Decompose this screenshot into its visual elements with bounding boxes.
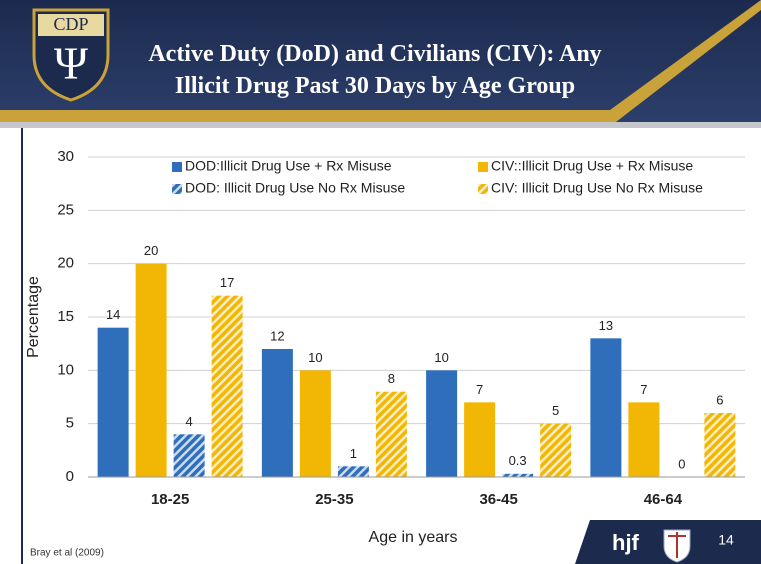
- legend-label: DOD: Illicit Drug Use No Rx Misuse: [185, 180, 405, 196]
- bar: [211, 295, 243, 477]
- y-tick-label: 20: [57, 255, 74, 272]
- value-label: 10: [434, 350, 448, 365]
- bar: [426, 370, 458, 477]
- bar: [704, 413, 736, 477]
- slide-title: Active Duty (DoD) and Civilians (CIV): A…: [148, 41, 602, 99]
- x-tick-label: 25-35: [315, 491, 353, 508]
- value-label: 7: [640, 382, 647, 397]
- header-shadow: [0, 122, 761, 128]
- bar: [135, 263, 167, 477]
- value-label: 8: [388, 371, 395, 386]
- bar: [502, 473, 534, 477]
- footer-brand: hjf: [612, 530, 640, 555]
- y-axis-label: Percentage: [25, 276, 42, 358]
- source-note: Bray et al (2009): [30, 548, 104, 559]
- y-tick-label: 30: [57, 148, 74, 165]
- footer-shield-cross: [668, 532, 686, 558]
- bar: [173, 434, 205, 477]
- bar: [97, 327, 129, 477]
- value-label: 13: [599, 318, 613, 333]
- value-label: 1: [350, 446, 357, 461]
- value-label: 14: [106, 307, 120, 322]
- legend-swatch: [172, 162, 182, 172]
- x-tick-label: 36-45: [479, 491, 517, 508]
- page-number: 14: [718, 532, 734, 548]
- logo-symbol: Ψ: [54, 38, 88, 89]
- bar: [464, 402, 496, 477]
- value-label: 12: [270, 328, 284, 343]
- bar: [628, 402, 660, 477]
- legend-swatch: [172, 184, 182, 194]
- legend-label: CIV::Illicit Drug Use + Rx Misuse: [491, 158, 693, 174]
- y-tick-label: 10: [57, 361, 74, 378]
- value-label: 5: [552, 403, 559, 418]
- value-label: 4: [186, 414, 193, 429]
- bar: [299, 370, 331, 477]
- bar: [337, 466, 369, 477]
- bar: [375, 391, 407, 477]
- logo-banner: [38, 14, 104, 36]
- x-axis-label: Age in years: [369, 529, 458, 546]
- y-tick-label: 0: [66, 468, 74, 485]
- legend-label: DOD:Illicit Drug Use + Rx Misuse: [185, 158, 392, 174]
- value-label: 0.3: [509, 453, 527, 468]
- y-tick-label: 5: [66, 415, 74, 432]
- value-label: 6: [716, 392, 723, 407]
- legend-swatch: [478, 184, 488, 194]
- y-tick-label: 25: [57, 201, 74, 218]
- value-label: 20: [144, 243, 158, 258]
- y-tick-label: 15: [57, 308, 74, 325]
- bar: [261, 349, 293, 477]
- value-label: 7: [476, 382, 483, 397]
- bar: [590, 338, 622, 477]
- x-tick-label: 46-64: [644, 491, 683, 508]
- value-label: 17: [220, 275, 234, 290]
- logo-text: CDP: [53, 14, 88, 34]
- x-tick-label: 18-25: [151, 491, 189, 508]
- bar: [540, 423, 572, 477]
- value-label: 10: [308, 350, 322, 365]
- value-label: 0: [678, 456, 685, 471]
- legend-label: CIV: Illicit Drug Use No Rx Misuse: [491, 180, 703, 196]
- legend-swatch: [478, 162, 488, 172]
